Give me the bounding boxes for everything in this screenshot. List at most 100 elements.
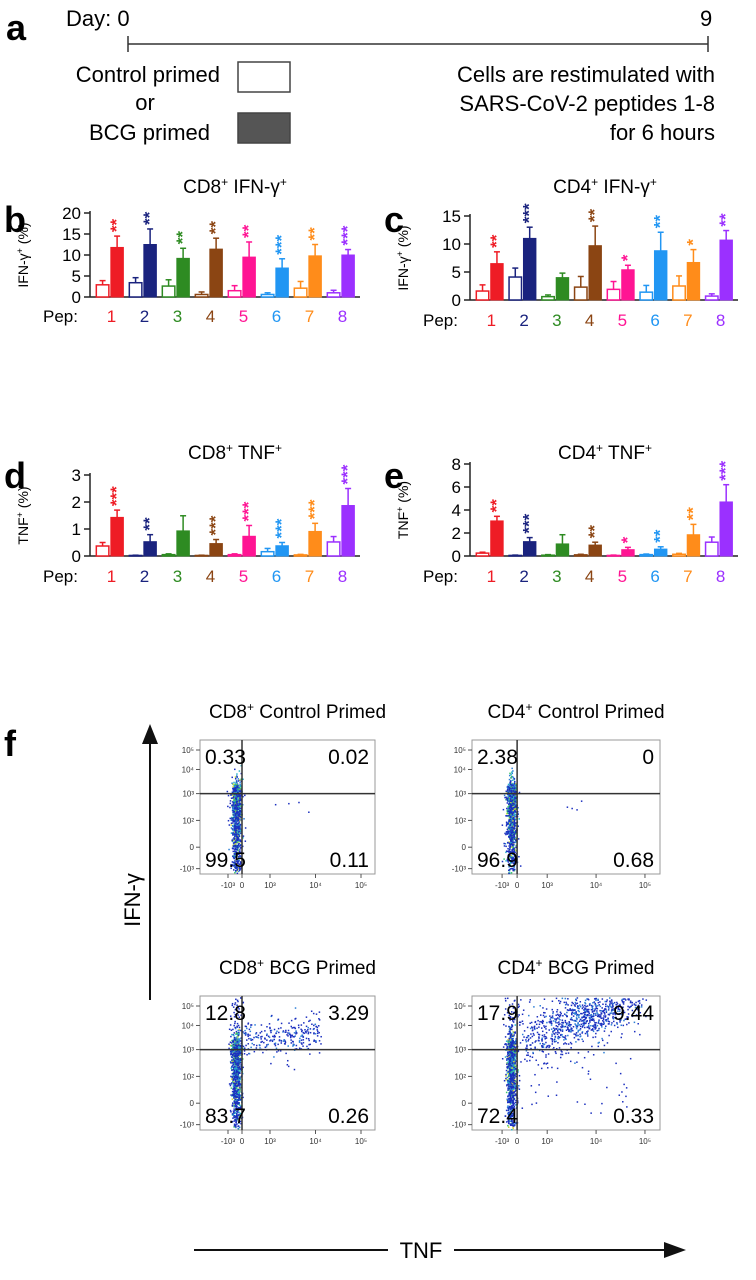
event-dot: [510, 773, 512, 776]
event-dot: [239, 865, 242, 868]
event-dot: [512, 852, 514, 854]
event-dot: [511, 842, 514, 845]
event-dot: [232, 822, 234, 824]
event-dot: [507, 1039, 509, 1041]
event-dot: [515, 1084, 518, 1086]
event-dot: [511, 838, 514, 841]
event-dot: [273, 1034, 276, 1037]
event-dot: [509, 834, 512, 836]
quadrant-value-lr: 0.68: [613, 849, 654, 872]
event-dot: [236, 839, 239, 841]
event-dot: [235, 798, 238, 801]
event-dot: [236, 1090, 238, 1093]
flow-plot-title-main: CD4: [498, 958, 536, 979]
event-dot: [300, 1035, 302, 1038]
event-dot: [288, 1032, 291, 1034]
event-dot: [514, 1062, 516, 1065]
event-dot: [508, 1047, 510, 1050]
event-dot: [233, 1116, 236, 1119]
category-label: 3: [173, 567, 182, 586]
event-dot: [239, 1089, 241, 1092]
event-dot: [239, 1029, 241, 1032]
event-dot: [235, 860, 237, 863]
event-dot: [513, 782, 516, 785]
event-dot: [509, 1061, 512, 1063]
event-dot: [234, 1002, 237, 1004]
event-dot: [510, 862, 512, 864]
event-dot: [510, 791, 513, 794]
event-dot: [274, 1044, 277, 1047]
event-dot: [301, 1034, 303, 1036]
event-dot: [239, 1067, 241, 1070]
event-dot: [237, 824, 239, 827]
event-dot: [271, 1014, 273, 1017]
event-dot: [235, 797, 237, 800]
event-dot: [511, 1128, 513, 1131]
event-dot: [238, 1048, 240, 1050]
event-dot: [232, 1094, 235, 1097]
event-dot: [292, 1044, 295, 1046]
event-dot: [238, 870, 240, 873]
event-dot: [235, 790, 238, 792]
event-dot: [235, 779, 238, 782]
event-dot: [320, 1043, 322, 1045]
event-dot: [318, 1031, 320, 1034]
event-dot: [292, 1026, 295, 1029]
event-dot: [277, 1050, 280, 1052]
event-dot: [509, 808, 512, 811]
event-dot: [230, 1045, 233, 1047]
event-dot: [268, 1023, 271, 1025]
event-dot: [233, 788, 235, 790]
bar-control: [606, 288, 621, 301]
event-dot: [512, 795, 515, 798]
event-dot: [511, 1046, 513, 1048]
event-dot: [239, 1011, 242, 1013]
event-dot: [301, 1029, 303, 1032]
event-dot: [232, 801, 235, 804]
event-dot: [300, 1024, 303, 1026]
event-dot: [278, 1036, 281, 1038]
event-dot: [509, 850, 512, 853]
event-dot: [235, 1105, 238, 1107]
y-axis-label: TNF+ (%): [15, 486, 31, 544]
event-dot: [234, 869, 237, 872]
category-label: 6: [650, 567, 659, 586]
event-dot: [278, 1039, 281, 1041]
event-dot: [277, 1027, 280, 1030]
event-dot: [240, 1122, 242, 1125]
event-dot: [306, 1030, 308, 1032]
event-dot: [250, 1039, 252, 1042]
event-dot: [235, 1030, 238, 1033]
event-dot: [240, 795, 242, 797]
event-dot: [510, 811, 512, 813]
event-dot: [511, 835, 513, 837]
event-dot: [236, 1043, 238, 1045]
event-dot: [511, 797, 513, 800]
event-dot: [294, 1027, 297, 1030]
event-dot: [231, 1056, 233, 1059]
bar-bcg: [490, 263, 504, 301]
event-dot: [231, 1082, 234, 1084]
flow-plot-title: CD8+ Control Primed: [209, 700, 386, 723]
event-dot: [509, 787, 511, 790]
event-dot: [287, 1059, 289, 1062]
event-dot: [509, 1109, 511, 1111]
event-dot: [508, 853, 510, 856]
event-dot: [236, 1032, 238, 1034]
event-dot: [511, 1034, 514, 1036]
event-dot: [236, 1036, 238, 1038]
event-dot: [312, 1012, 315, 1015]
event-dot: [244, 827, 247, 829]
event-dot: [234, 853, 236, 855]
event-dot: [514, 1064, 516, 1067]
event-dot: [300, 1039, 303, 1041]
event-dot: [234, 1109, 236, 1112]
event-dot: [515, 784, 517, 787]
event-dot: [236, 813, 238, 816]
event-dot: [236, 862, 239, 865]
event-dot: [513, 862, 515, 865]
event-dot: [235, 852, 237, 855]
event-dot: [513, 791, 515, 794]
event-dot: [233, 1106, 236, 1108]
event-dot: [508, 1072, 511, 1075]
